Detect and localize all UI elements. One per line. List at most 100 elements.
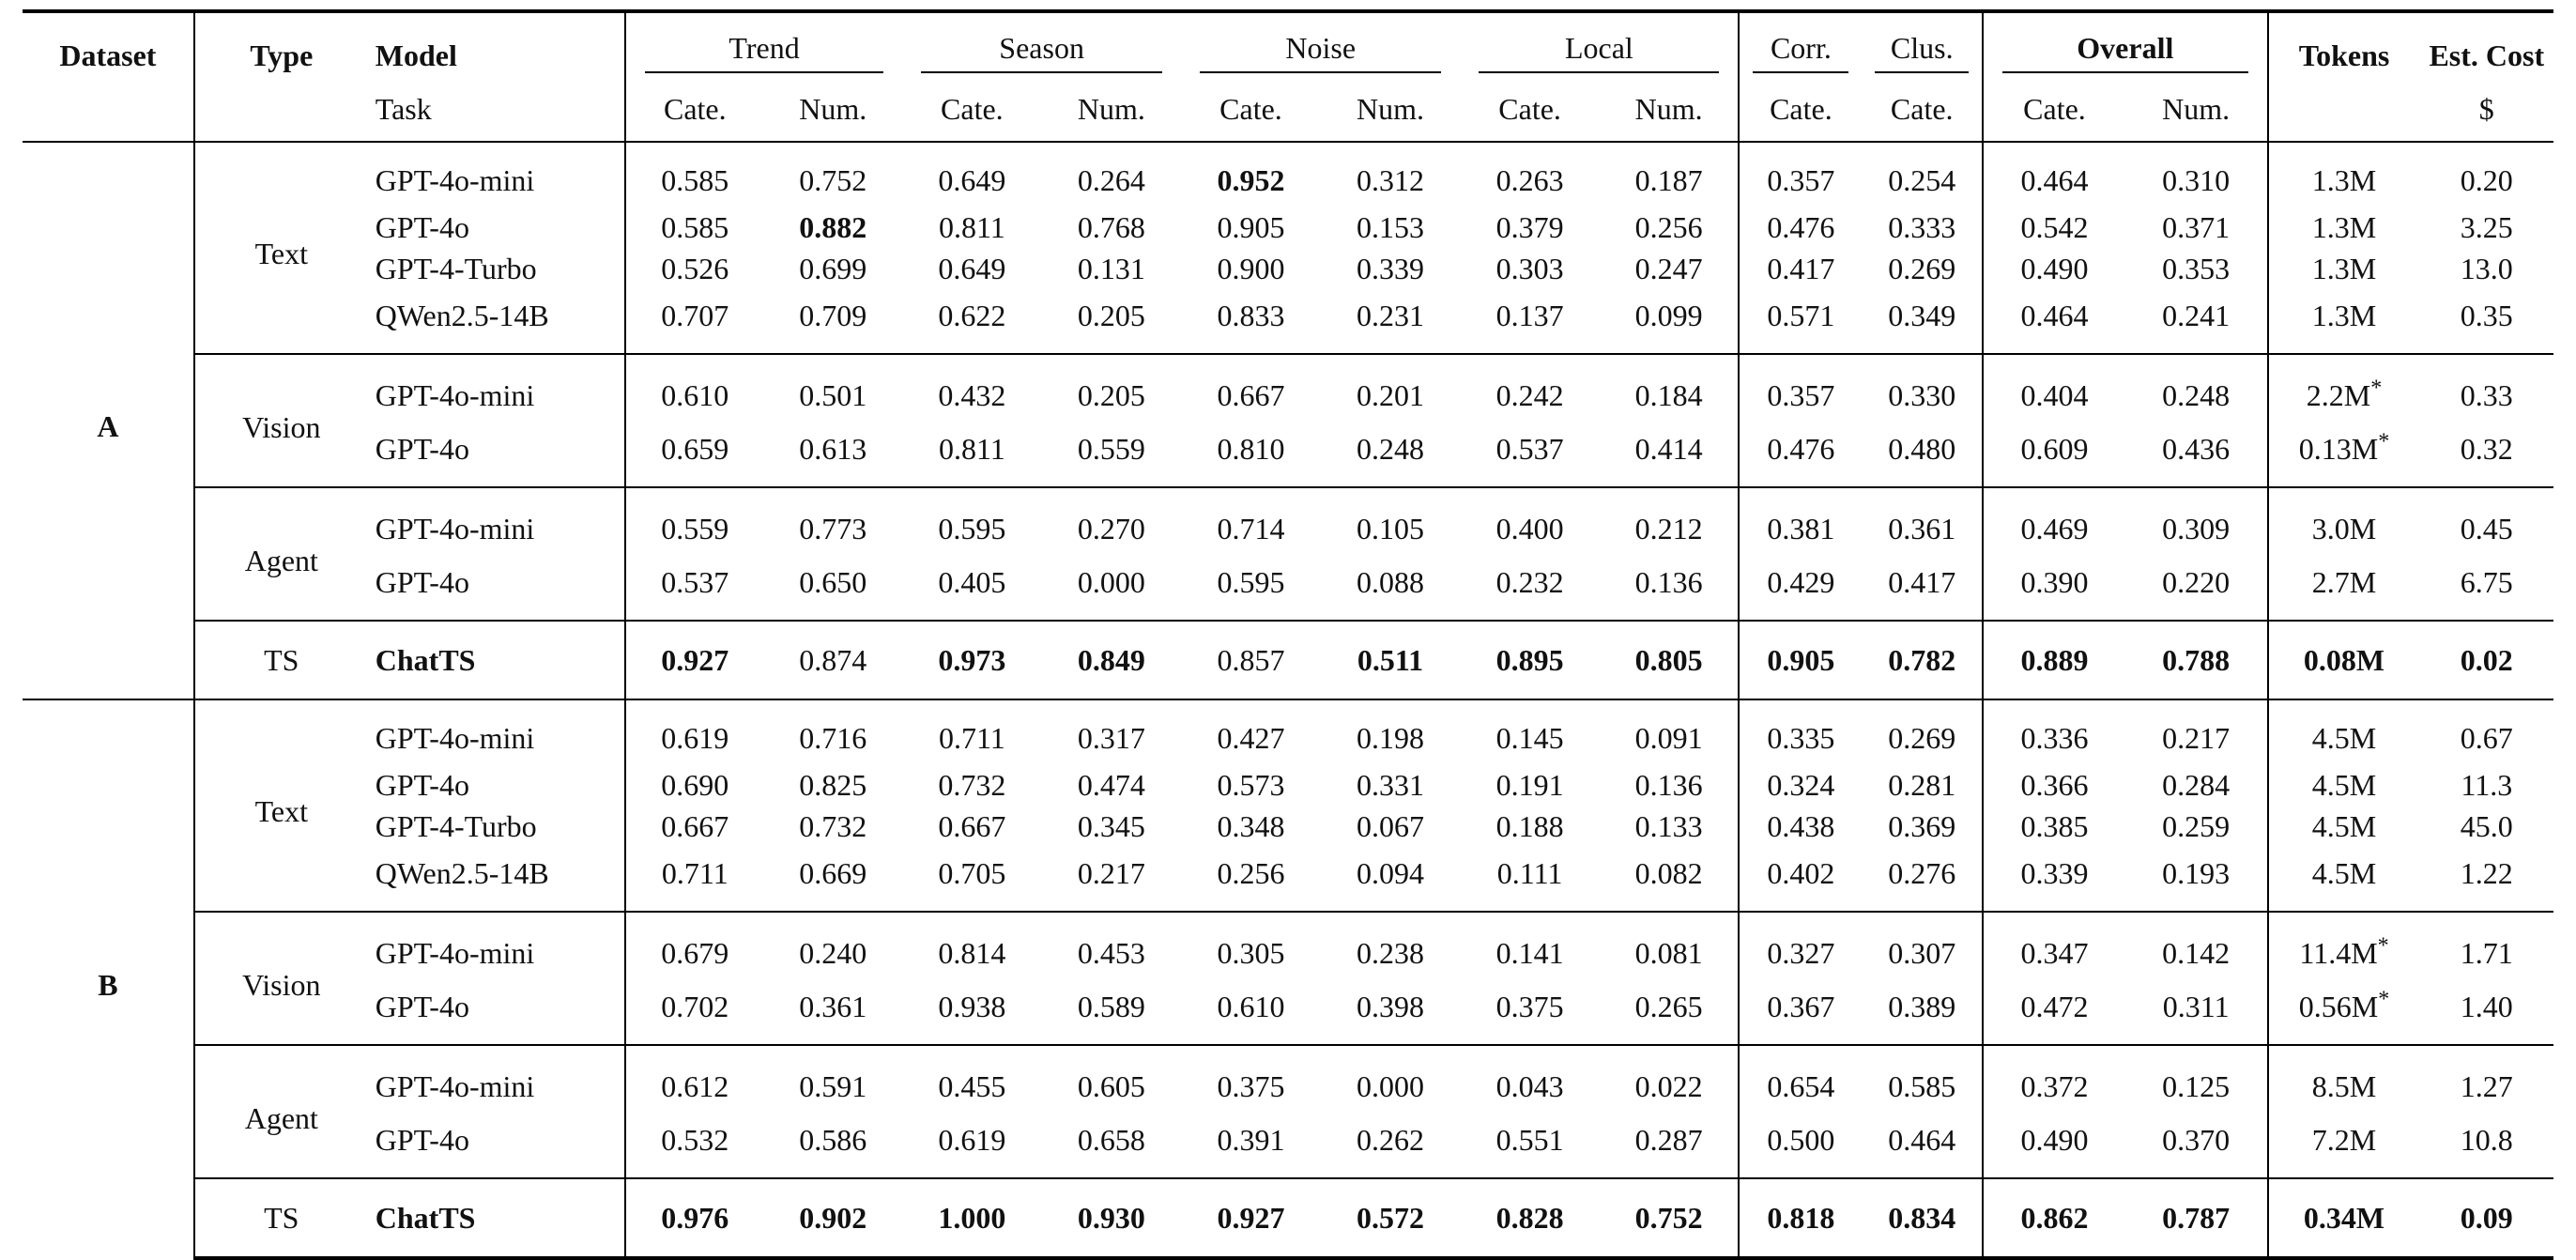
score-cell: 0.390 [1982, 556, 2125, 621]
score-cell: 0.667 [1181, 353, 1321, 423]
score-cell: 0.472 [1982, 980, 2125, 1045]
score-cell: 0.464 [1982, 289, 2125, 354]
model-name: GPT-4o-mini [367, 141, 626, 207]
score-cell: 0.542 [1982, 207, 2125, 248]
model-name: ChatTS [367, 1177, 626, 1260]
score-cell: 0.111 [1496, 855, 1563, 890]
score-cell: 0.191 [1495, 767, 1564, 802]
tokens-footnote-mark: * [2378, 986, 2390, 1011]
tokens-value: 0.13M [2298, 431, 2379, 466]
results-table-container: Dataset Type Model Trend Season Noise Lo… [23, 9, 2553, 1260]
score-cell: 0.622 [938, 298, 1006, 332]
score-cell: 0.900 [1217, 251, 1285, 285]
score-cell: 0.184 [1599, 353, 1740, 423]
cost-cell: 0.02 [2419, 620, 2553, 699]
table-row: Vision GPT-4o-mini 0.610 0.501 0.432 0.205 0.6… [23, 353, 2553, 487]
score-cell: 0.402 [1738, 847, 1863, 912]
score-cell: 0.201 [1320, 353, 1461, 423]
score-cell: 0.930 [1041, 1177, 1182, 1260]
tokens-cell: 3.0M [2266, 486, 2420, 556]
score-cell: 0.649 [902, 141, 1042, 207]
table-row: GPT-4o 0.702 0.361 0.938 0.589 0.610 0.398 0.37… [23, 980, 2553, 1045]
table-row: TS ChatTS 0.976 0.902 1.000 0.930 0.927 0.572 0.… [23, 1177, 2553, 1260]
sub-trend-cate: Cate. [624, 77, 764, 142]
score-cell: 0.572 [1320, 1177, 1461, 1260]
type-label: Text [192, 141, 368, 354]
score-cell: 0.610 [1217, 989, 1285, 1023]
type-label: Agent [192, 486, 368, 621]
score-cell: 0.284 [2162, 767, 2231, 802]
model-name: GPT-4-Turbo [375, 808, 537, 843]
table-row: GPT-4-Turbo 0.526 0.699 0.649 0.131 0.900 0.33… [23, 248, 2553, 289]
score-cell: 0.427 [1181, 699, 1321, 764]
score-cell: 0.349 [1888, 298, 1956, 332]
tokens-value: 4.5M [2311, 720, 2377, 755]
score-cell: 0.464 [1888, 1122, 1956, 1157]
score-cell: 0.256 [1634, 209, 1703, 244]
sub-noise-num: Num. [1357, 91, 1425, 126]
score-cell: 0.339 [1357, 251, 1425, 285]
score-cell: 0.573 [1217, 767, 1285, 802]
model-name: QWen2.5-14B [375, 298, 549, 332]
score-cell: 0.339 [1982, 847, 2125, 912]
type-label: Text [192, 699, 368, 912]
score-cell: 0.398 [1357, 989, 1425, 1023]
score-cell: 0.212 [1599, 486, 1740, 556]
score-cell: 0.188 [1495, 808, 1564, 843]
score-cell: 0.248 [2124, 353, 2268, 423]
score-cell: 0.361 [799, 989, 867, 1023]
tokens-value: 0.08M [2303, 642, 2385, 677]
tokens-value: 4.5M [2311, 767, 2377, 802]
score-cell: 0.927 [624, 620, 764, 699]
score-cell: 0.782 [1862, 620, 1984, 699]
score-cell: 0.788 [2124, 620, 2268, 699]
sub-corr-cate: Cate. [1738, 77, 1863, 142]
score-cell: 0.585 [624, 141, 764, 207]
sub-overall-cate: Cate. [1982, 77, 2125, 142]
score-cell: 0.874 [763, 620, 903, 699]
score-cell: 0.254 [1862, 141, 1984, 207]
cost-cell: 1.22 [2460, 855, 2513, 890]
cost-cell: 0.45 [2419, 486, 2553, 556]
score-cell: 0.000 [1077, 564, 1145, 599]
score-cell: 0.732 [938, 767, 1006, 802]
type-label: TS [192, 1177, 368, 1260]
score-cell: 0.136 [1634, 767, 1703, 802]
score-cell: 0.347 [1982, 911, 2125, 980]
score-cell: 0.145 [1460, 699, 1600, 764]
sub-local-num: Num. [1634, 91, 1703, 126]
score-cell: 0.381 [1738, 486, 1863, 556]
header-task: Task [375, 91, 432, 126]
score-cell: 0.240 [763, 911, 903, 980]
tokens-cell: 4.5M [2266, 806, 2420, 847]
score-cell: 0.375 [1495, 989, 1564, 1023]
tokens-cell: 1.3M [2266, 248, 2420, 289]
score-cell: 0.133 [1634, 808, 1703, 843]
tokens-value: 1.3M [2311, 251, 2377, 285]
score-cell: 0.247 [1634, 251, 1703, 285]
score-cell: 0.699 [799, 251, 867, 285]
sub-overall-num: Num. [2162, 91, 2231, 126]
tokens-cell: 11.4M* [2266, 911, 2420, 980]
score-cell: 0.526 [624, 248, 764, 289]
score-cell: 0.335 [1738, 699, 1863, 764]
score-cell: 0.436 [2162, 431, 2231, 466]
score-cell: 0.927 [1181, 1177, 1321, 1260]
cost-cell: 0.32 [2460, 431, 2513, 466]
cost-cell: 10.8 [2460, 1122, 2513, 1157]
score-cell: 0.709 [799, 298, 867, 332]
dataset-label: A [23, 141, 194, 699]
sub-season-num: Num. [1077, 91, 1145, 126]
score-cell: 0.532 [624, 1114, 764, 1178]
header-model: Model [367, 9, 626, 77]
score-cell: 0.650 [799, 564, 867, 599]
score-cell: 0.490 [1982, 248, 2125, 289]
score-cell: 0.187 [1599, 141, 1740, 207]
table-row: GPT-4-Turbo 0.667 0.732 0.667 0.345 0.348 0.06… [23, 806, 2553, 847]
table-row: A Text GPT-4o-mini 0.585 0.752 0.649 0.264 0.95… [23, 141, 2553, 699]
score-cell: 0.480 [1888, 431, 1956, 466]
score-cell: 0.690 [624, 764, 764, 806]
score-cell: 0.348 [1217, 808, 1285, 843]
score-cell: 0.094 [1357, 855, 1425, 890]
cost-cell: 0.20 [2419, 141, 2553, 207]
